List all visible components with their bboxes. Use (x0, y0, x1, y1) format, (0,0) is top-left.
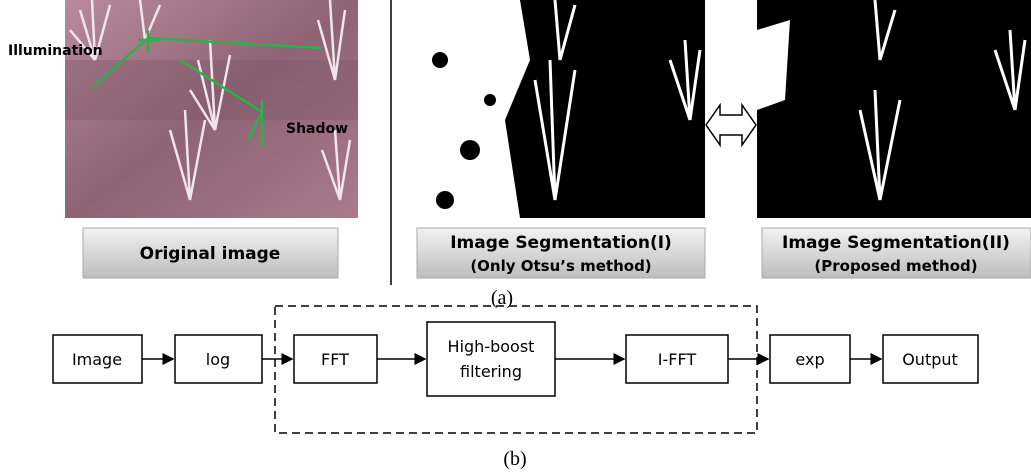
segmentation-image (757, 0, 1031, 218)
node-label: Image (72, 350, 122, 369)
node-label: I-FFT (658, 350, 697, 369)
caption: Original image (140, 244, 281, 264)
node-label: log (206, 350, 230, 369)
caption: (Proposed method) (814, 257, 977, 275)
segmentation-image (417, 0, 705, 218)
caption: (Only Otsu’s method) (470, 257, 651, 275)
node-label: Output (902, 350, 958, 369)
flowchart (52, 321, 979, 397)
annotation: Illumination (8, 43, 103, 59)
original-image: Illumination Shadow (8, 0, 358, 218)
node-label: High-boost (448, 337, 535, 356)
node-label: FFT (321, 350, 349, 369)
caption-box (82, 227, 339, 279)
dashed-group (274, 305, 758, 434)
node-label: exp (795, 350, 824, 369)
annotation: Shadow (286, 121, 348, 137)
panel-label: (a) (491, 287, 513, 309)
caption: Image Segmentation(II) (782, 233, 1010, 253)
caption-box (416, 227, 706, 279)
node-label: filtering (460, 362, 522, 381)
panel-label: (b) (503, 448, 526, 470)
caption-box (761, 227, 1031, 279)
double-arrow (705, 102, 757, 148)
caption: Image Segmentation(I) (450, 233, 672, 253)
